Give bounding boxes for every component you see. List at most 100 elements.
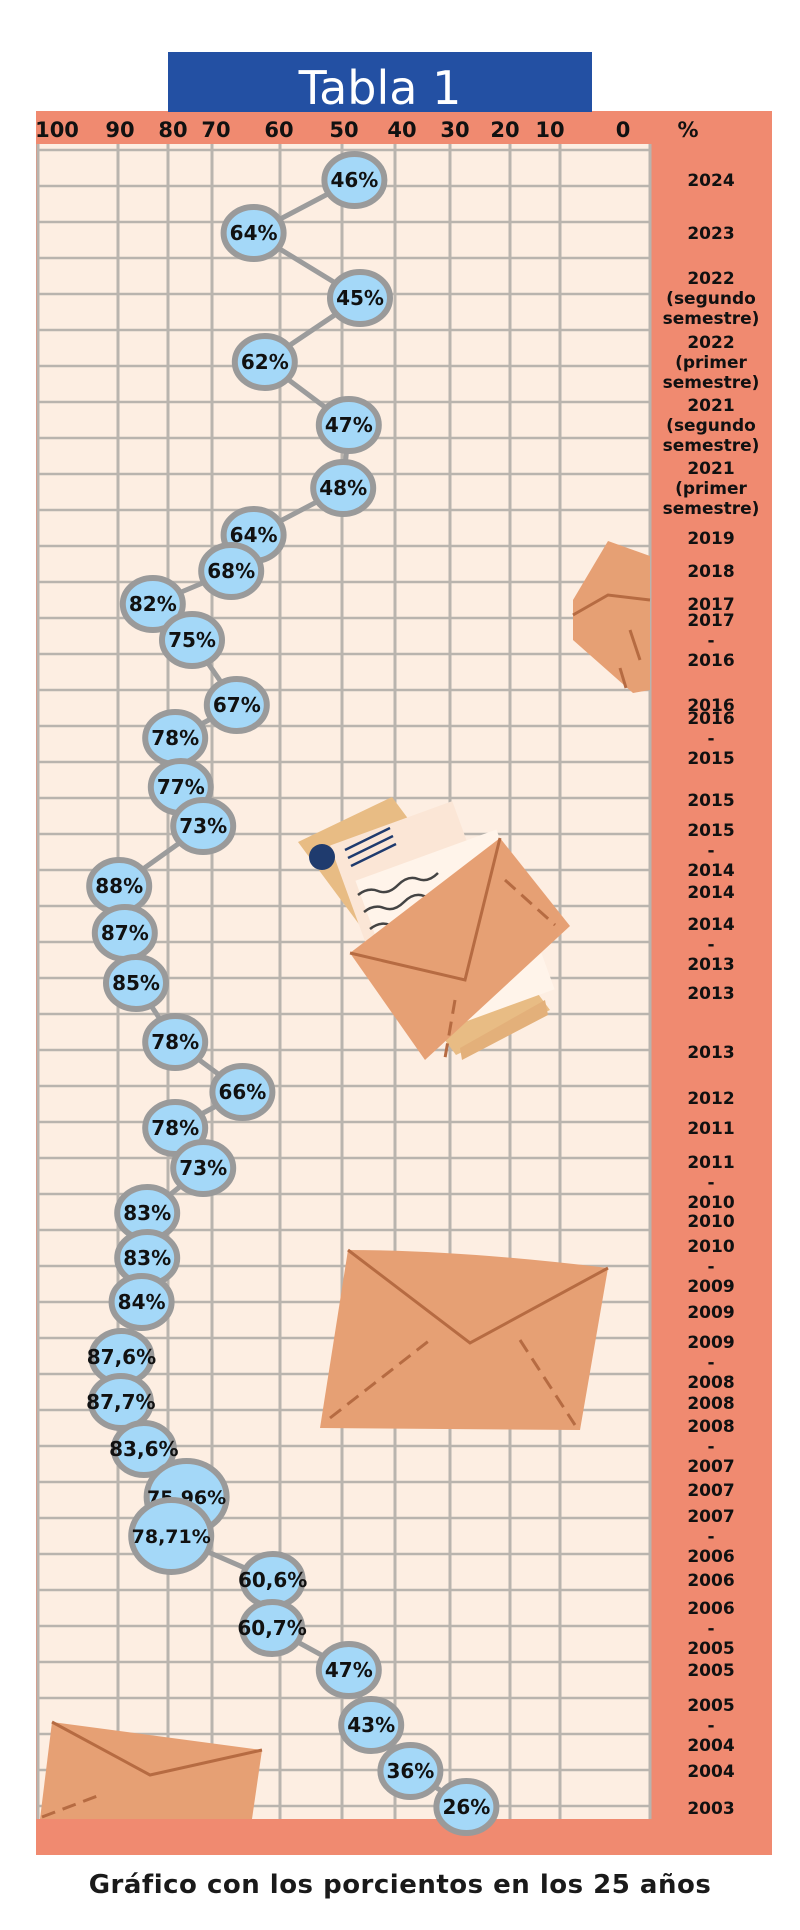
category-label: 2017 bbox=[687, 611, 734, 631]
data-label: 87,7% bbox=[86, 1390, 155, 1414]
x-tick-label: 70 bbox=[201, 118, 230, 142]
category-label: 2016 bbox=[687, 696, 734, 716]
category-label: 2014 bbox=[687, 915, 734, 935]
data-point bbox=[209, 1063, 276, 1121]
chart-caption: Gráfico con los porcientos en los 25 año… bbox=[88, 1870, 712, 1900]
data-label: 26% bbox=[442, 1795, 490, 1819]
data-label: 78,71% bbox=[132, 1526, 211, 1548]
category-label: 2009 bbox=[687, 1277, 734, 1297]
category-label: - bbox=[707, 1716, 714, 1736]
category-label: 2005 bbox=[687, 1661, 734, 1681]
x-tick-label: 100 bbox=[35, 118, 79, 142]
data-point bbox=[315, 1641, 382, 1699]
category-label: - bbox=[707, 1173, 714, 1193]
category-label: 2015 bbox=[687, 791, 734, 811]
data-label: 75% bbox=[168, 628, 216, 652]
category-label: (primer bbox=[675, 353, 747, 373]
data-point bbox=[327, 269, 393, 327]
data-point bbox=[315, 396, 382, 454]
category-label: 2024 bbox=[687, 171, 734, 191]
category-label: 2013 bbox=[687, 1043, 734, 1063]
x-tick-label: 0 bbox=[616, 118, 631, 142]
data-label: 46% bbox=[330, 168, 378, 192]
data-point bbox=[220, 204, 287, 262]
axis-unit: % bbox=[677, 118, 698, 142]
data-point bbox=[338, 1696, 405, 1754]
category-label: 2016 bbox=[687, 651, 734, 671]
data-label: 60,6% bbox=[238, 1568, 307, 1592]
category-label: 2007 bbox=[687, 1481, 734, 1501]
category-label: 2021 bbox=[687, 459, 734, 479]
category-label: 2016 bbox=[687, 709, 734, 729]
data-label: 87% bbox=[101, 921, 149, 945]
data-point bbox=[119, 575, 186, 633]
data-label: 77% bbox=[157, 775, 205, 799]
category-label: - bbox=[707, 1619, 714, 1639]
x-tick-label: 10 bbox=[535, 118, 564, 142]
data-label: 66% bbox=[218, 1080, 266, 1104]
category-label: - bbox=[707, 841, 714, 861]
data-label: 36% bbox=[386, 1759, 434, 1783]
x-tick-label: 40 bbox=[387, 118, 416, 142]
data-label: 88% bbox=[95, 874, 143, 898]
category-label: (segundo bbox=[666, 416, 756, 436]
x-tick-label: 80 bbox=[158, 118, 187, 142]
category-label: 2011 bbox=[687, 1153, 734, 1173]
data-label: 48% bbox=[319, 476, 367, 500]
category-label: semestre) bbox=[663, 373, 760, 393]
category-label: 2023 bbox=[687, 224, 734, 244]
category-label: 2022 bbox=[687, 269, 734, 289]
data-label: 47% bbox=[325, 1658, 373, 1682]
data-label: 67% bbox=[213, 693, 261, 717]
category-label: - bbox=[707, 729, 714, 749]
data-label: 78% bbox=[151, 1030, 199, 1054]
data-label: 43% bbox=[347, 1713, 395, 1737]
category-label: 2007 bbox=[687, 1507, 734, 1527]
category-label: - bbox=[707, 631, 714, 651]
data-label: 82% bbox=[129, 592, 177, 616]
category-label: 2006 bbox=[687, 1599, 734, 1619]
x-tick-label: 60 bbox=[264, 118, 293, 142]
category-label: 2013 bbox=[687, 984, 734, 1004]
data-label: 78% bbox=[151, 1116, 199, 1140]
category-label: 2007 bbox=[687, 1457, 734, 1477]
data-label: 83,6% bbox=[109, 1437, 178, 1461]
data-label: 83% bbox=[123, 1246, 171, 1270]
data-point bbox=[239, 1599, 306, 1657]
data-series: 46%64%45%62%47%48%64%68%82%75%67%78%77%7… bbox=[86, 151, 500, 1836]
category-label: 2010 bbox=[687, 1237, 734, 1257]
data-label: 60,7% bbox=[237, 1616, 306, 1640]
data-point bbox=[159, 611, 225, 669]
category-label: 2008 bbox=[687, 1373, 734, 1393]
data-label: 84% bbox=[118, 1290, 166, 1314]
category-label: 2005 bbox=[687, 1696, 734, 1716]
envelope-icon bbox=[320, 1248, 609, 1430]
category-label: 2003 bbox=[687, 1799, 734, 1819]
category-label: semestre) bbox=[663, 309, 760, 329]
data-point bbox=[170, 797, 237, 855]
letter-icon bbox=[298, 797, 570, 1060]
category-label: 2018 bbox=[687, 562, 734, 582]
data-point bbox=[170, 1139, 237, 1197]
category-label: 2010 bbox=[687, 1193, 734, 1213]
data-label: 87,6% bbox=[87, 1345, 156, 1369]
data-label: 73% bbox=[179, 1156, 227, 1180]
envelope-icon bbox=[40, 1720, 263, 1819]
data-point bbox=[310, 459, 377, 517]
x-tick-label: 90 bbox=[105, 118, 134, 142]
data-point bbox=[231, 333, 298, 391]
x-tick-label: 20 bbox=[490, 118, 519, 142]
category-label: 2009 bbox=[687, 1303, 734, 1323]
category-label: - bbox=[707, 1437, 714, 1457]
category-label: 2021 bbox=[687, 396, 734, 416]
category-label: (segundo bbox=[666, 289, 756, 309]
title-band bbox=[168, 52, 592, 112]
data-point bbox=[110, 1420, 177, 1478]
data-label: 45% bbox=[336, 286, 384, 310]
data-label: 83% bbox=[123, 1201, 171, 1225]
category-label: semestre) bbox=[663, 499, 760, 519]
category-label: 2012 bbox=[687, 1089, 734, 1109]
x-tick-label: 30 bbox=[440, 118, 469, 142]
data-point bbox=[103, 954, 169, 1012]
category-label: 2013 bbox=[687, 955, 734, 975]
